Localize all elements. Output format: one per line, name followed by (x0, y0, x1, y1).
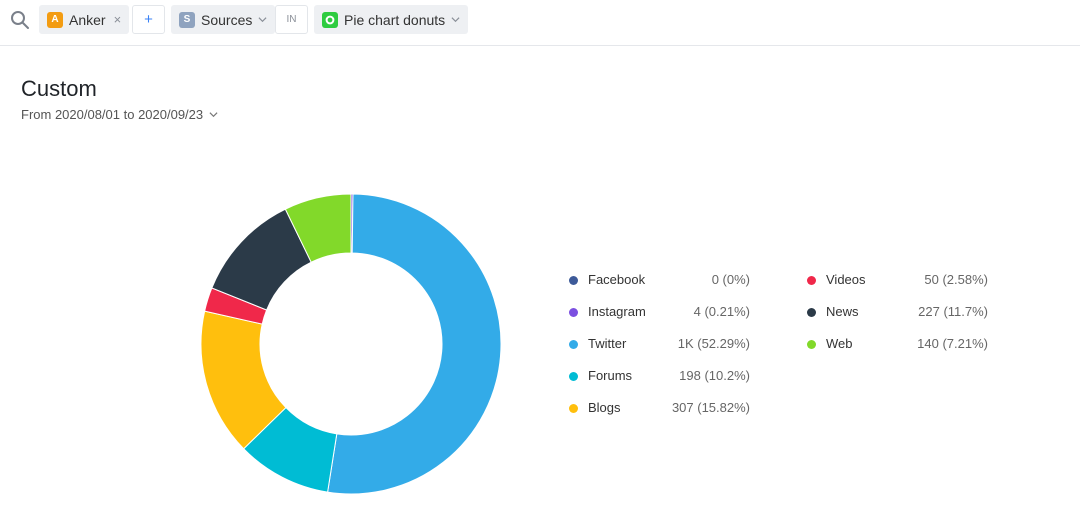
legend-label: Videos (826, 272, 866, 287)
legend-label: News (826, 304, 859, 319)
search-icon[interactable] (10, 10, 30, 30)
brand-filter-label: Anker (69, 11, 106, 28)
page-title: Custom (21, 76, 97, 101)
legend-label: Facebook (588, 272, 646, 287)
legend-dot (807, 340, 816, 349)
legend-item-blogs[interactable]: Blogs 307 (15.82%) (569, 400, 750, 418)
donut-chart (200, 193, 502, 495)
legend-dot (569, 404, 578, 413)
donut-chart-icon (322, 11, 338, 28)
legend-dot (807, 276, 816, 285)
date-range-label: From 2020/08/01 to 2020/09/23 (21, 107, 204, 122)
legend-item-facebook[interactable]: Facebook 0 (0%) (569, 272, 750, 290)
brand-filter-chip[interactable]: A Anker × (39, 5, 130, 34)
sources-filter-label: Sources (201, 11, 253, 28)
legend-value: 4 (0.21%) (693, 304, 750, 319)
legend-value: 0 (0%) (711, 272, 750, 287)
chevron-down-icon (451, 17, 460, 23)
add-filter-button[interactable]: + (132, 5, 165, 34)
chart-type-label: Pie chart donuts (344, 11, 446, 28)
legend-label: Twitter (588, 336, 627, 351)
filter-toolbar: A Anker × + S Sources IN Pie chart donut… (0, 0, 1080, 46)
legend-dot (569, 308, 578, 317)
legend-item-instagram[interactable]: Instagram 4 (0.21%) (569, 304, 750, 322)
legend-dot (569, 372, 578, 381)
legend-item-twitter[interactable]: Twitter 1K (52.29%) (569, 336, 750, 354)
legend-dot (807, 308, 816, 317)
legend-dot (569, 276, 578, 285)
legend-item-videos[interactable]: Videos 50 (2.58%) (807, 272, 988, 290)
legend-value: 307 (15.82%) (671, 400, 750, 415)
donut-slice-web[interactable] (284, 193, 352, 263)
legend-label: Blogs (588, 400, 621, 415)
sources-filter-chip[interactable]: S Sources (171, 5, 276, 34)
legend-item-news[interactable]: News 227 (11.7%) (807, 304, 988, 322)
chart-type-chip[interactable]: Pie chart donuts (314, 5, 469, 34)
legend-value: 198 (10.2%) (679, 368, 750, 383)
legend-value: 227 (11.7%) (918, 304, 988, 319)
legend-label: Forums (588, 368, 633, 383)
chevron-down-icon (209, 112, 218, 118)
legend-value: 50 (2.58%) (924, 272, 988, 287)
legend-item-forums[interactable]: Forums 198 (10.2%) (569, 368, 750, 386)
operator-chip[interactable]: IN (275, 5, 308, 34)
legend-item-web[interactable]: Web 140 (7.21%) (807, 336, 988, 354)
legend-value: 1K (52.29%) (677, 336, 750, 351)
chevron-down-icon (258, 17, 267, 23)
sources-badge: S (179, 11, 195, 28)
legend-value: 140 (7.21%) (917, 336, 988, 351)
remove-brand-icon[interactable]: × (113, 12, 122, 27)
legend-label: Web (826, 336, 853, 351)
legend-label: Instagram (588, 304, 646, 319)
legend-dot (569, 340, 578, 349)
brand-badge: A (47, 11, 63, 28)
date-range-selector[interactable]: From 2020/08/01 to 2020/09/23 (21, 107, 218, 122)
donut-slice-twitter[interactable] (327, 193, 502, 495)
